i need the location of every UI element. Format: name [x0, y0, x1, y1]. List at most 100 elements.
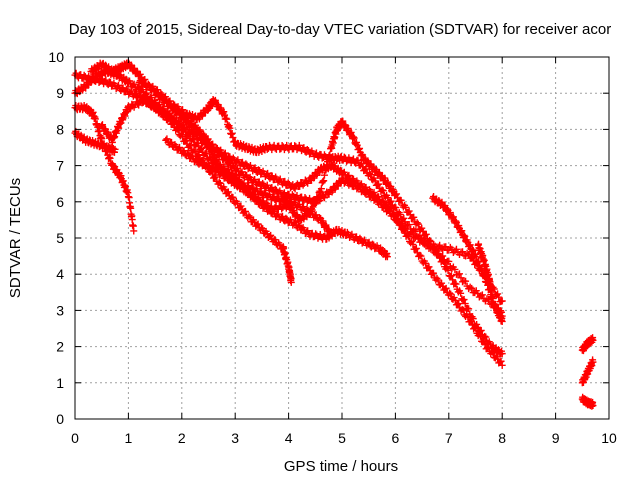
- data-point: [464, 313, 472, 321]
- data-point: [242, 185, 250, 193]
- data-point: [245, 212, 253, 220]
- data-point: [157, 89, 165, 97]
- data-point: [209, 140, 217, 148]
- data-point: [321, 222, 329, 230]
- data-point: [497, 357, 505, 365]
- data-point: [349, 155, 357, 163]
- data-point: [417, 252, 425, 260]
- data-point: [271, 236, 279, 244]
- series-track-14: [578, 393, 597, 410]
- data-point: [467, 317, 475, 325]
- data-point: [280, 189, 288, 197]
- data-point: [226, 153, 234, 161]
- data-point: [317, 189, 325, 197]
- data-point: [192, 121, 200, 129]
- data-point: [430, 269, 438, 277]
- data-point: [451, 296, 459, 304]
- data-point: [369, 240, 377, 248]
- data-point: [255, 194, 263, 202]
- y-tick-label: 9: [56, 85, 64, 101]
- data-point: [258, 224, 266, 232]
- data-point: [476, 332, 484, 340]
- data-point: [320, 194, 328, 202]
- data-point: [347, 128, 355, 136]
- data-point: [308, 206, 316, 214]
- data-point: [472, 324, 480, 332]
- data-point: [314, 193, 322, 201]
- data-point: [379, 187, 387, 195]
- data-point: [179, 110, 187, 118]
- data-point: [438, 279, 446, 287]
- data-point: [95, 79, 103, 87]
- data-point: [400, 214, 408, 222]
- data-point: [237, 202, 245, 210]
- series-track-1b: [279, 244, 295, 286]
- series-track-3: [71, 102, 138, 235]
- data-point: [153, 103, 161, 111]
- data-point: [469, 246, 477, 254]
- data-point: [213, 156, 221, 164]
- data-point: [427, 238, 435, 246]
- data-point: [296, 182, 304, 190]
- data-point: [162, 109, 170, 117]
- data-point: [350, 134, 358, 142]
- data-point: [375, 193, 383, 201]
- data-point: [238, 168, 246, 176]
- data-point: [223, 115, 231, 123]
- data-point: [228, 129, 236, 137]
- series-track-13: [578, 356, 597, 387]
- data-point: [589, 358, 597, 366]
- x-tick-label: 9: [552, 430, 560, 446]
- series-track-1: [71, 69, 287, 253]
- data-point: [365, 170, 373, 178]
- y-tick-label: 7: [56, 158, 64, 174]
- series-track-11: [474, 240, 496, 296]
- chart-title: Day 103 of 2015, Sidereal Day-to-day VTE…: [69, 21, 611, 38]
- data-point: [461, 232, 469, 240]
- data-point: [126, 105, 134, 113]
- data-point: [311, 200, 319, 208]
- data-point: [491, 300, 499, 308]
- data-point: [478, 291, 486, 299]
- data-point: [314, 234, 322, 242]
- data-point: [102, 61, 110, 69]
- data-point: [326, 151, 334, 159]
- y-tick-label: 6: [56, 194, 64, 210]
- data-point: [218, 168, 226, 176]
- plot-area: [71, 58, 597, 410]
- data-point: [204, 135, 212, 143]
- data-point: [498, 317, 506, 325]
- data-point: [442, 284, 450, 292]
- data-point: [212, 156, 220, 164]
- data-point: [331, 185, 339, 193]
- x-tick-label: 7: [445, 430, 453, 446]
- data-point: [352, 140, 360, 148]
- data-point: [414, 233, 422, 241]
- data-point: [452, 280, 460, 288]
- data-point: [227, 130, 235, 138]
- data-point: [484, 343, 492, 351]
- data-point: [216, 179, 224, 187]
- data-point: [392, 204, 400, 212]
- x-axis-label: GPS time / hours: [284, 458, 398, 475]
- data-point: [254, 166, 262, 174]
- data-point: [224, 166, 232, 174]
- data-point: [254, 220, 262, 228]
- data-point: [411, 227, 419, 235]
- data-point: [284, 179, 292, 187]
- data-point: [435, 250, 443, 258]
- data-point: [378, 186, 386, 194]
- data-point: [405, 221, 413, 229]
- data-point: [447, 290, 455, 298]
- data-point: [271, 185, 279, 193]
- data-point: [144, 81, 152, 89]
- data-point: [312, 149, 320, 157]
- data-point: [179, 133, 187, 141]
- data-point: [489, 295, 497, 303]
- data-point: [446, 209, 454, 217]
- data-point: [480, 337, 488, 345]
- data-point: [357, 180, 365, 188]
- data-point: [589, 336, 597, 344]
- data-point: [161, 93, 169, 101]
- data-point: [452, 217, 460, 225]
